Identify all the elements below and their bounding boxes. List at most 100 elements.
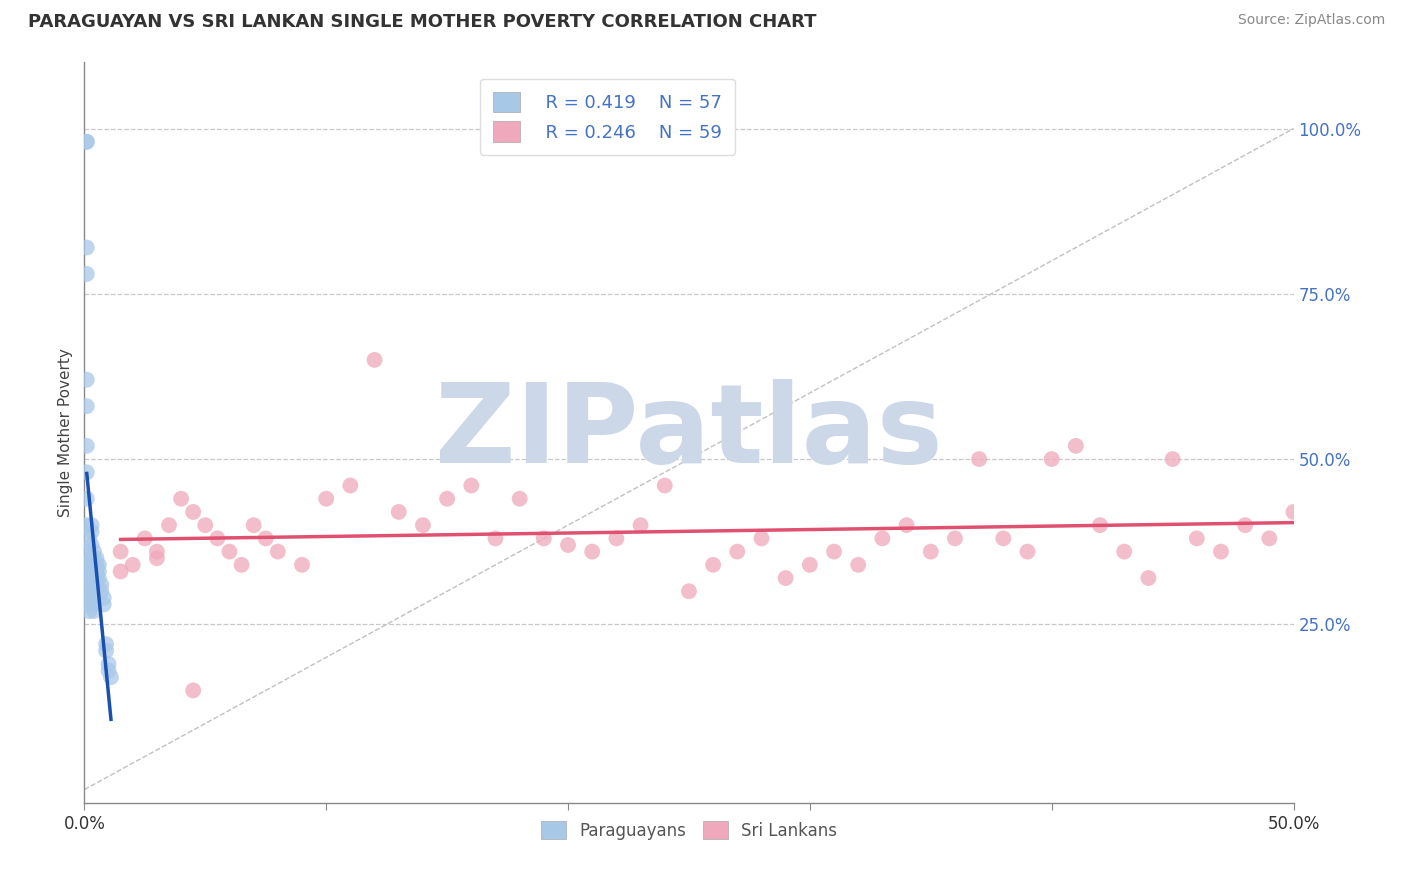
Point: [1114, 544, 1136, 558]
Point: [533, 532, 555, 546]
Point: [654, 478, 676, 492]
Point: [1137, 571, 1160, 585]
Point: [76, 465, 98, 479]
Point: [86, 565, 108, 579]
Point: [76, 135, 98, 149]
Point: [94, 637, 117, 651]
Point: [83, 577, 105, 591]
Point: [76, 439, 98, 453]
Point: [76, 240, 98, 255]
Point: [920, 544, 942, 558]
Point: [846, 558, 869, 572]
Point: [339, 478, 361, 492]
Text: PARAGUAYAN VS SRI LANKAN SINGLE MOTHER POVERTY CORRELATION CHART: PARAGUAYAN VS SRI LANKAN SINGLE MOTHER P…: [28, 13, 817, 31]
Point: [76, 491, 98, 506]
Point: [134, 532, 156, 546]
Point: [80, 577, 103, 591]
Point: [80, 558, 103, 572]
Point: [83, 604, 105, 618]
Point: [484, 532, 506, 546]
Point: [80, 524, 103, 539]
Point: [80, 571, 103, 585]
Point: [87, 571, 110, 585]
Point: [77, 577, 100, 591]
Point: [1088, 518, 1111, 533]
Point: [83, 584, 105, 599]
Point: [1185, 532, 1208, 546]
Point: [823, 544, 845, 558]
Point: [77, 558, 100, 572]
Point: [181, 505, 204, 519]
Point: [291, 558, 314, 572]
Point: [267, 544, 290, 558]
Point: [146, 551, 169, 566]
Point: [83, 591, 105, 605]
Point: [605, 532, 627, 546]
Point: [77, 565, 100, 579]
Point: [100, 670, 122, 684]
Point: [363, 352, 385, 367]
Point: [943, 532, 966, 546]
Point: [83, 558, 105, 572]
Point: [93, 598, 115, 612]
Point: [242, 518, 264, 533]
Point: [412, 518, 434, 533]
Point: [90, 584, 112, 599]
Point: [94, 644, 117, 658]
Point: [87, 565, 110, 579]
Point: [121, 558, 143, 572]
Point: [181, 683, 204, 698]
Point: [751, 532, 773, 546]
Point: [80, 551, 103, 566]
Point: [557, 538, 579, 552]
Point: [581, 544, 603, 558]
Point: [218, 544, 240, 558]
Point: [1234, 518, 1257, 533]
Point: [80, 584, 103, 599]
Point: [77, 604, 100, 618]
Point: [207, 532, 229, 546]
Point: [80, 518, 103, 533]
Point: [110, 544, 132, 558]
Point: [315, 491, 337, 506]
Point: [87, 558, 110, 572]
Point: [630, 518, 652, 533]
Point: [90, 577, 112, 591]
Point: [77, 544, 100, 558]
Point: [80, 565, 103, 579]
Point: [86, 571, 108, 585]
Point: [702, 558, 724, 572]
Point: [678, 584, 700, 599]
Point: [993, 532, 1015, 546]
Point: [80, 538, 103, 552]
Point: [83, 598, 105, 612]
Point: [1040, 452, 1063, 467]
Point: [146, 544, 169, 558]
Point: [76, 267, 98, 281]
Point: [76, 373, 98, 387]
Point: [388, 505, 411, 519]
Point: [76, 135, 98, 149]
Point: [872, 532, 894, 546]
Point: [76, 518, 98, 533]
Point: [93, 591, 115, 605]
Text: ZIPatlas: ZIPatlas: [434, 379, 943, 486]
Point: [725, 544, 748, 558]
Point: [77, 591, 100, 605]
Point: [86, 558, 108, 572]
Point: [231, 558, 253, 572]
Point: [799, 558, 821, 572]
Point: [194, 518, 217, 533]
Point: [77, 571, 100, 585]
Point: [436, 491, 458, 506]
Point: [1258, 532, 1281, 546]
Point: [1209, 544, 1232, 558]
Point: [83, 544, 105, 558]
Point: [77, 584, 100, 599]
Point: [1161, 452, 1184, 467]
Point: [775, 571, 797, 585]
Point: [1017, 544, 1039, 558]
Point: [83, 551, 105, 566]
Point: [77, 598, 100, 612]
Point: [157, 518, 180, 533]
